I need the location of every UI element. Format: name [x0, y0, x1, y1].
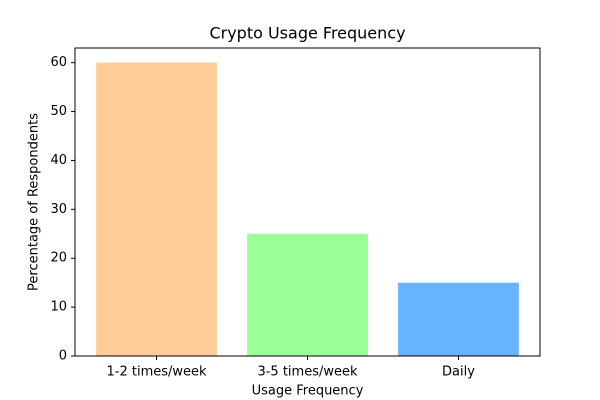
plot-frame	[74, 47, 541, 357]
x-axis-label: Usage Frequency	[252, 384, 364, 399]
x-tick-label: 3-5 times/week	[257, 365, 358, 380]
x-tick-label: 1-2 times/week	[107, 365, 208, 380]
bar	[96, 62, 217, 357]
y-tick-label: 0	[59, 349, 67, 364]
y-tick-label: 60	[50, 55, 67, 70]
y-axis-label: Percentage of Respondents	[27, 113, 42, 291]
y-tick-label: 20	[50, 251, 67, 266]
y-tick-label: 50	[50, 104, 67, 119]
bar	[398, 282, 519, 356]
x-tick-label: Daily	[442, 365, 475, 380]
y-tick-label: 40	[50, 153, 67, 168]
y-tick-label: 30	[50, 202, 67, 217]
chart-title: Crypto Usage Frequency	[209, 24, 405, 43]
y-tick-label: 10	[50, 300, 67, 315]
bar	[247, 233, 368, 356]
